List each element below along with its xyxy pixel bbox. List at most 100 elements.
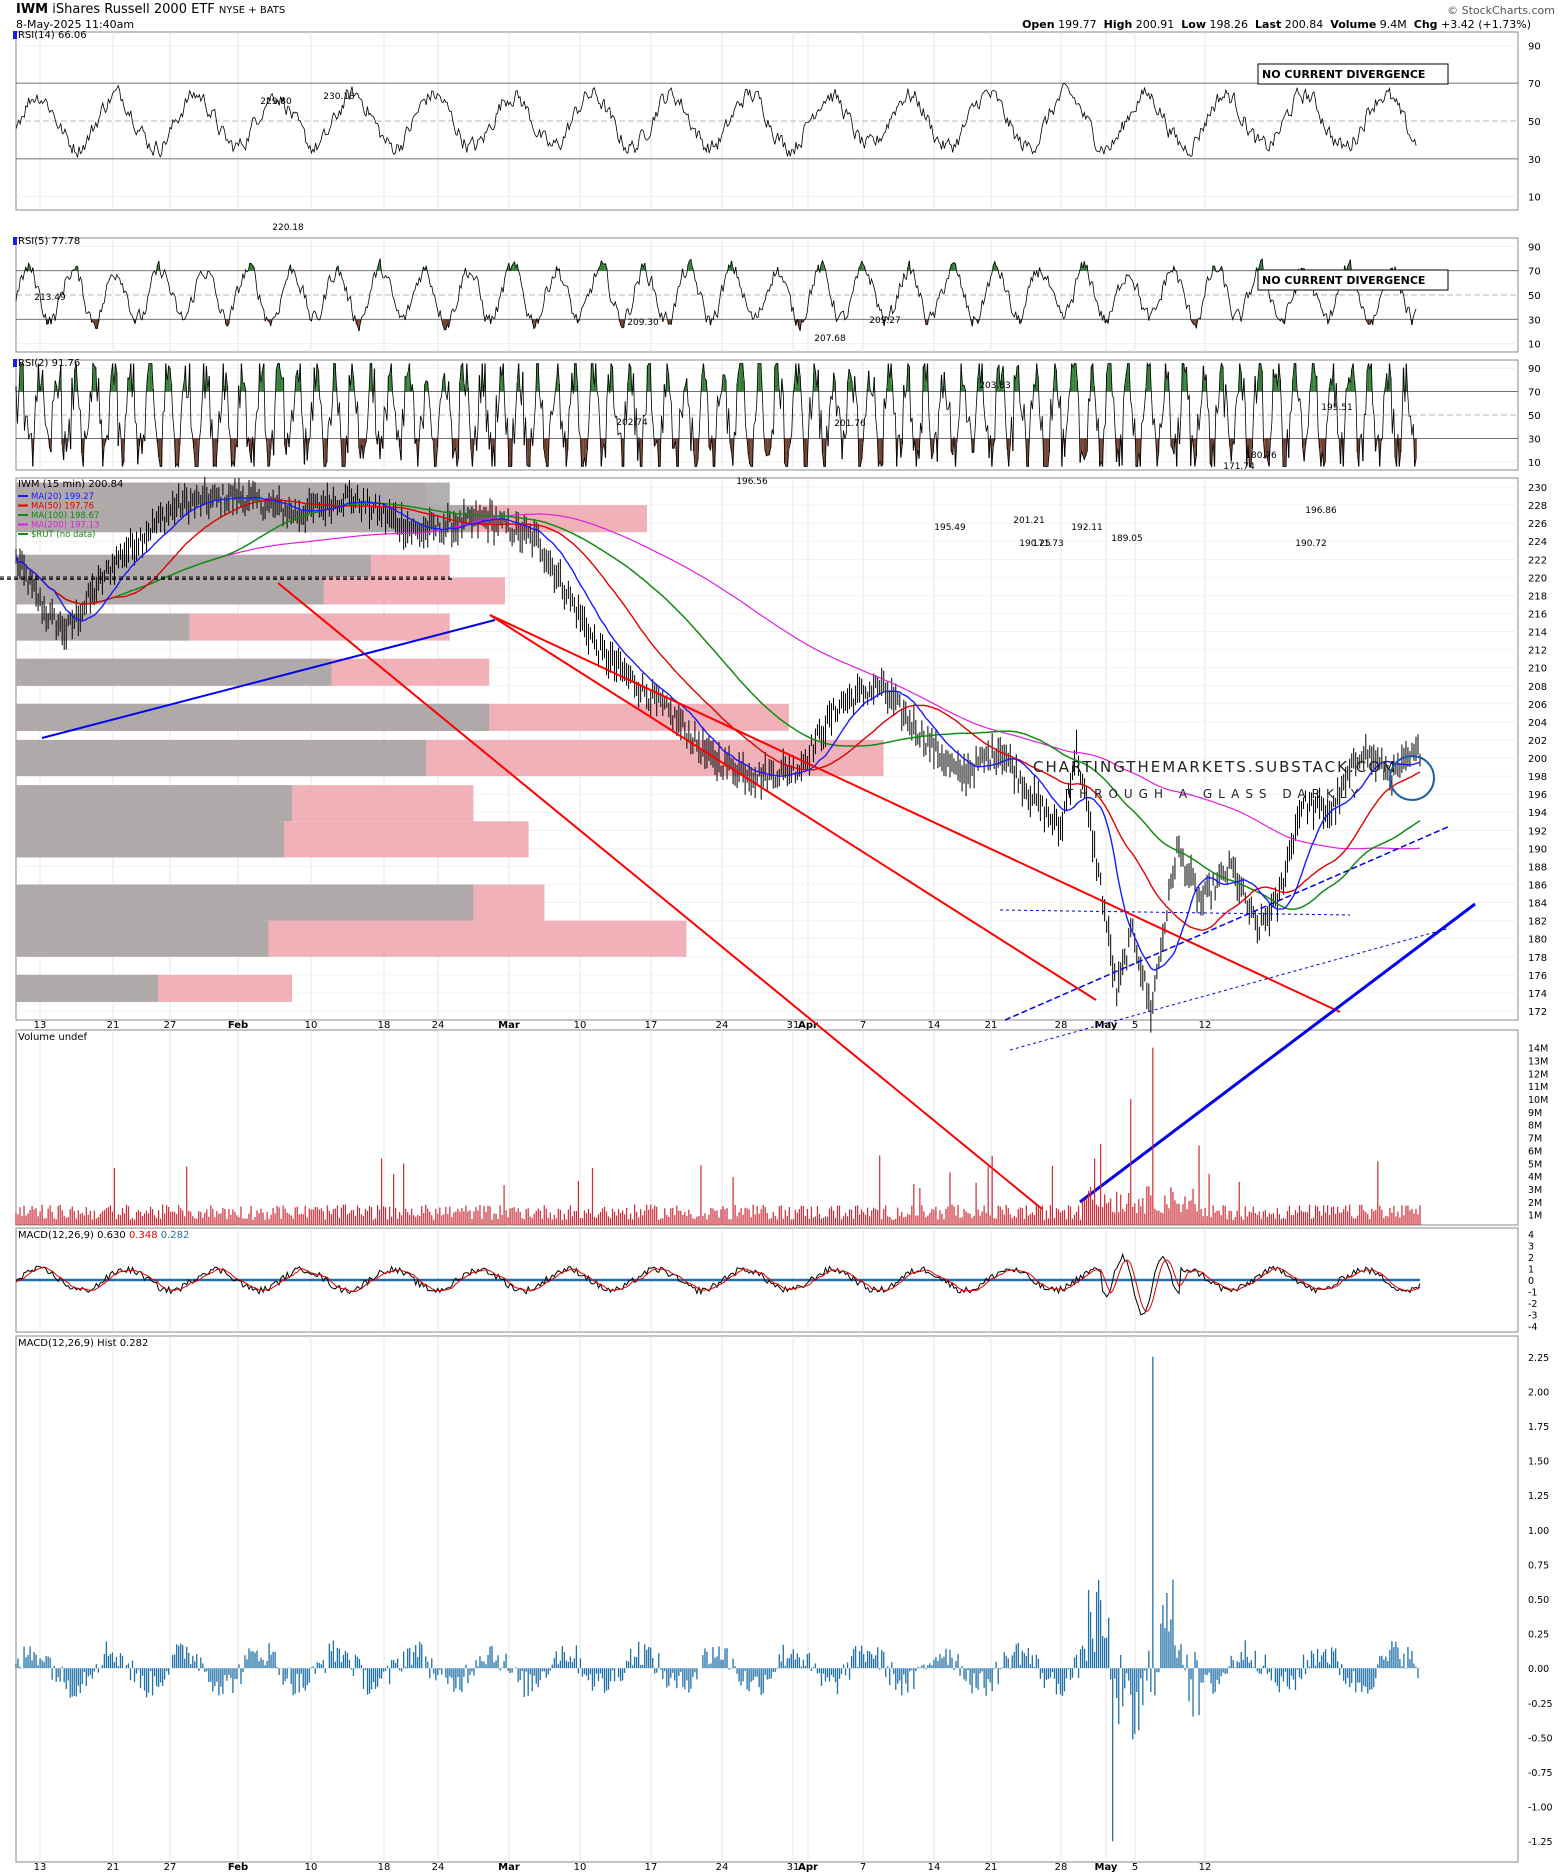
y-tick-price: 206	[1528, 700, 1547, 711]
y-tick-hist: 1.75	[1528, 1422, 1549, 1433]
y-tick-price: 176	[1528, 971, 1547, 982]
price-annotation: 220.18	[272, 223, 304, 233]
x-tick-label-bottom: 12	[1199, 1862, 1212, 1872]
legend-entry: MA(100) 198.67	[31, 511, 99, 521]
y-tick-rsi14: 30	[1528, 155, 1541, 166]
y-tick-rsi5: 30	[1528, 315, 1541, 326]
y-tick-price: 202	[1528, 736, 1547, 747]
macd-signal-line	[15, 1259, 1421, 1313]
y-tick-price: 216	[1528, 610, 1547, 621]
y-tick-volume: 5M	[1528, 1159, 1542, 1170]
y-tick-volume: 14M	[1528, 1044, 1548, 1055]
price-annotation: 196.56	[736, 477, 768, 487]
panel-label-volume: Volume undef	[18, 1032, 88, 1043]
trend-line	[277, 582, 1043, 1210]
y-tick-price: 200	[1528, 754, 1547, 765]
divergence-box-text: NO CURRENT DIVERGENCE	[1262, 274, 1425, 287]
x-tick-label: 10	[305, 1020, 318, 1031]
watermark-subtext: THROUGH A GLASS DARKLY	[1065, 787, 1364, 801]
volume-by-price-down	[16, 974, 158, 1002]
price-annotation: 201.21	[1013, 516, 1045, 526]
y-tick-rsi14: 70	[1528, 79, 1541, 90]
price-annotation: 190.25	[1019, 539, 1051, 549]
trend-line	[41, 619, 496, 739]
panel-label-macd: MACD(12,26,9) 0.630 0.348 0.282	[18, 1230, 189, 1241]
y-tick-price: 196	[1528, 790, 1547, 801]
y-tick-price: 212	[1528, 646, 1547, 657]
x-tick-label-bottom: 18	[378, 1862, 391, 1872]
y-tick-price: 194	[1528, 808, 1547, 819]
legend-entry: MA(50) 197.76	[31, 502, 94, 512]
y-tick-rsi5: 70	[1528, 267, 1541, 278]
panel-frame-volume	[15, 1029, 1519, 1226]
y-tick-hist: 1.50	[1528, 1457, 1549, 1468]
price-annotation: 209.30	[627, 318, 659, 328]
exchange: NYSE + BATS	[218, 5, 286, 16]
y-tick-volume: 6M	[1528, 1146, 1542, 1157]
x-tick-label-bottom: Apr	[798, 1862, 818, 1872]
x-tick-label: 31	[787, 1020, 800, 1031]
volume-by-price-down	[16, 785, 293, 822]
panel-marker	[13, 31, 17, 39]
symbol: IWM	[16, 2, 49, 17]
price-annotation: 202.74	[616, 418, 648, 428]
price-annotation: 203.33	[979, 381, 1011, 391]
y-tick-macd: 0	[1528, 1276, 1534, 1287]
x-tick-label-bottom: 21	[985, 1862, 998, 1872]
y-tick-price: 204	[1528, 718, 1547, 729]
y-tick-macd: 4	[1528, 1230, 1534, 1241]
x-tick-label: 27	[164, 1020, 177, 1031]
price-annotation: 171.73	[1032, 539, 1064, 549]
y-tick-rsi2: 30	[1528, 434, 1541, 445]
panel-label-price: IWM (15 min) 200.84	[18, 479, 123, 490]
price-annotation: 195.51	[1321, 403, 1353, 413]
x-tick-label-bottom: Feb	[228, 1862, 248, 1872]
y-tick-hist: 0.00	[1528, 1664, 1549, 1675]
legend-entry: $RUT (no data)	[31, 530, 96, 540]
x-tick-label-bottom: 24	[432, 1862, 445, 1872]
volume-by-price-down	[16, 739, 427, 777]
divergence-box	[1257, 63, 1449, 85]
chart-date: 8-May-2025 11:40am	[16, 18, 135, 31]
y-tick-price: 224	[1528, 537, 1547, 548]
x-tick-label-bottom: 21	[107, 1862, 120, 1872]
y-tick-rsi14: 50	[1528, 117, 1541, 128]
y-tick-volume: 3M	[1528, 1185, 1542, 1196]
y-tick-macd: 2	[1528, 1253, 1534, 1264]
y-tick-volume: 9M	[1528, 1108, 1542, 1119]
x-tick-label: 7	[860, 1020, 866, 1031]
x-tick-label-bottom: 10	[305, 1862, 318, 1872]
stockcharts-logo: © StockCharts.com	[1447, 4, 1555, 17]
y-tick-volume: 8M	[1528, 1121, 1542, 1132]
price-annotation: 189.05	[1111, 534, 1143, 544]
volume-by-price-down	[16, 884, 474, 921]
y-tick-price: 190	[1528, 844, 1547, 855]
x-tick-label: 18	[378, 1020, 391, 1031]
panel-frame-hist	[15, 1335, 1519, 1863]
price-annotation: 190.72	[1295, 539, 1327, 549]
logo-icon	[1389, 755, 1435, 801]
y-tick-price: 192	[1528, 826, 1547, 837]
x-tick-label: 12	[1199, 1020, 1212, 1031]
y-tick-volume: 2M	[1528, 1198, 1542, 1209]
panel-marker	[13, 359, 17, 367]
trend-line	[489, 614, 1097, 1001]
trend-line	[999, 909, 1351, 916]
legend-entry: MA(200) 197.13	[31, 521, 99, 531]
volume-by-price-down	[16, 703, 490, 731]
price-annotation: 207.68	[814, 334, 846, 344]
trend-line	[489, 614, 1341, 1013]
x-tick-label: 24	[716, 1020, 729, 1031]
x-tick-label: 17	[645, 1020, 658, 1031]
y-tick-hist: 0.75	[1528, 1560, 1549, 1571]
y-tick-price: 186	[1528, 881, 1547, 892]
trend-line	[1009, 927, 1451, 1051]
y-tick-volume: 7M	[1528, 1134, 1542, 1145]
y-tick-hist: 1.00	[1528, 1526, 1549, 1537]
y-tick-hist: 1.25	[1528, 1491, 1549, 1502]
security-name: iShares Russell 2000 ETF	[52, 2, 215, 17]
y-tick-macd: -4	[1528, 1322, 1537, 1333]
price-annotation: 192.11	[1071, 523, 1103, 533]
x-tick-label: Apr	[798, 1020, 818, 1031]
